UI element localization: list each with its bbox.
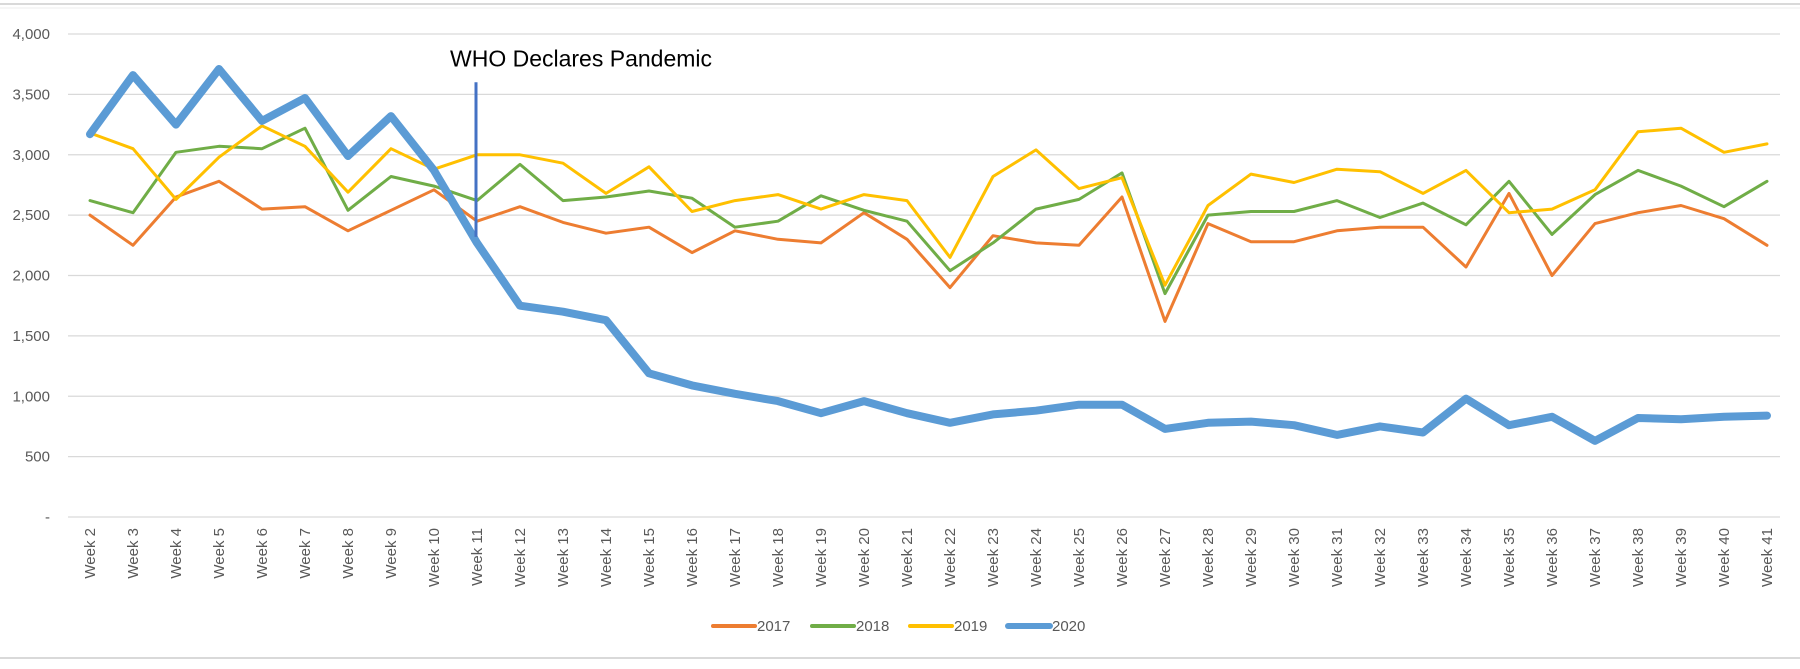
x-tick-label: Week 18 xyxy=(770,528,787,587)
y-tick-label: - xyxy=(45,509,50,526)
x-tick-label: Week 23 xyxy=(985,528,1002,587)
legend-label-2017: 2017 xyxy=(757,618,790,635)
series-line-2017 xyxy=(88,179,1769,323)
x-tick-label: Week 3 xyxy=(125,528,142,579)
y-tick-label: 3,500 xyxy=(12,86,50,103)
x-tick-label: Week 27 xyxy=(1157,528,1174,587)
series-line-2019 xyxy=(88,124,1769,287)
x-tick-label: Week 8 xyxy=(340,528,357,579)
x-tick-label: Week 12 xyxy=(512,528,529,587)
x-tick-label: Week 41 xyxy=(1759,528,1776,587)
x-tick-label: Week 4 xyxy=(168,528,185,579)
x-tick-label: Week 30 xyxy=(1286,528,1303,587)
x-tick-label: Week 33 xyxy=(1415,528,1432,587)
y-tick-label: 2,500 xyxy=(12,207,50,224)
x-tick-label: Week 28 xyxy=(1200,528,1217,587)
x-tick-label: Week 17 xyxy=(727,528,744,587)
x-tick-label: Week 14 xyxy=(598,528,615,587)
y-axis-ticks: - 500 1,000 1,500 2,000 2,500 3,000 3,500 4,000 xyxy=(12,26,50,526)
x-tick-label: Week 19 xyxy=(813,528,830,587)
x-tick-label: Week 21 xyxy=(899,528,916,587)
legend-label-2020: 2020 xyxy=(1052,618,1085,635)
x-tick-label: Week 2 xyxy=(82,528,99,579)
x-tick-label: Week 34 xyxy=(1458,528,1475,587)
legend-label-2019: 2019 xyxy=(954,618,987,635)
y-tick-label: 1,000 xyxy=(12,388,50,405)
x-tick-label: Week 24 xyxy=(1028,528,1045,587)
x-axis-ticks: Week 2 Week 3 Week 4 Week 5 Week 6 Week 7 Week… xyxy=(82,528,1776,587)
series-lines xyxy=(86,65,1771,445)
x-tick-label: Week 6 xyxy=(254,528,271,579)
x-tick-label: Week 9 xyxy=(383,528,400,579)
x-tick-label: Week 36 xyxy=(1544,528,1561,587)
y-tick-label: 500 xyxy=(25,449,50,466)
x-tick-label: Week 31 xyxy=(1329,528,1346,587)
x-tick-label: Week 20 xyxy=(856,528,873,587)
x-tick-label: Week 11 xyxy=(469,528,486,586)
x-tick-label: Week 10 xyxy=(426,528,443,587)
y-tick-label: 3,000 xyxy=(12,147,50,164)
x-tick-label: Week 13 xyxy=(555,528,572,587)
x-tick-label: Week 38 xyxy=(1630,528,1647,587)
x-tick-label: Week 37 xyxy=(1587,528,1604,587)
x-tick-label: Week 15 xyxy=(641,528,658,587)
annotation-label: WHO Declares Pandemic xyxy=(450,45,712,71)
x-tick-label: Week 7 xyxy=(297,528,314,579)
legend-label-2018: 2018 xyxy=(856,618,889,635)
series-line-2018 xyxy=(88,126,1769,296)
x-tick-label: Week 5 xyxy=(211,528,228,579)
legend: 2017 2018 2019 2020 xyxy=(711,618,1085,635)
x-tick-label: Week 40 xyxy=(1716,528,1733,587)
y-tick-label: 4,000 xyxy=(12,26,50,43)
gridlines xyxy=(68,33,1780,518)
x-tick-label: Week 16 xyxy=(684,528,701,587)
y-tick-label: 1,500 xyxy=(12,328,50,345)
x-tick-label: Week 22 xyxy=(942,528,959,587)
x-tick-label: Week 32 xyxy=(1372,528,1389,587)
x-tick-label: Week 29 xyxy=(1243,528,1260,587)
x-tick-label: Week 35 xyxy=(1501,528,1518,587)
x-tick-label: Week 39 xyxy=(1673,528,1690,587)
annotations: WHO Declares Pandemic xyxy=(450,45,712,237)
y-tick-label: 2,000 xyxy=(12,268,50,285)
x-tick-label: Week 26 xyxy=(1114,528,1131,587)
series-line-2020 xyxy=(86,65,1771,445)
x-tick-label: Week 25 xyxy=(1071,528,1088,587)
